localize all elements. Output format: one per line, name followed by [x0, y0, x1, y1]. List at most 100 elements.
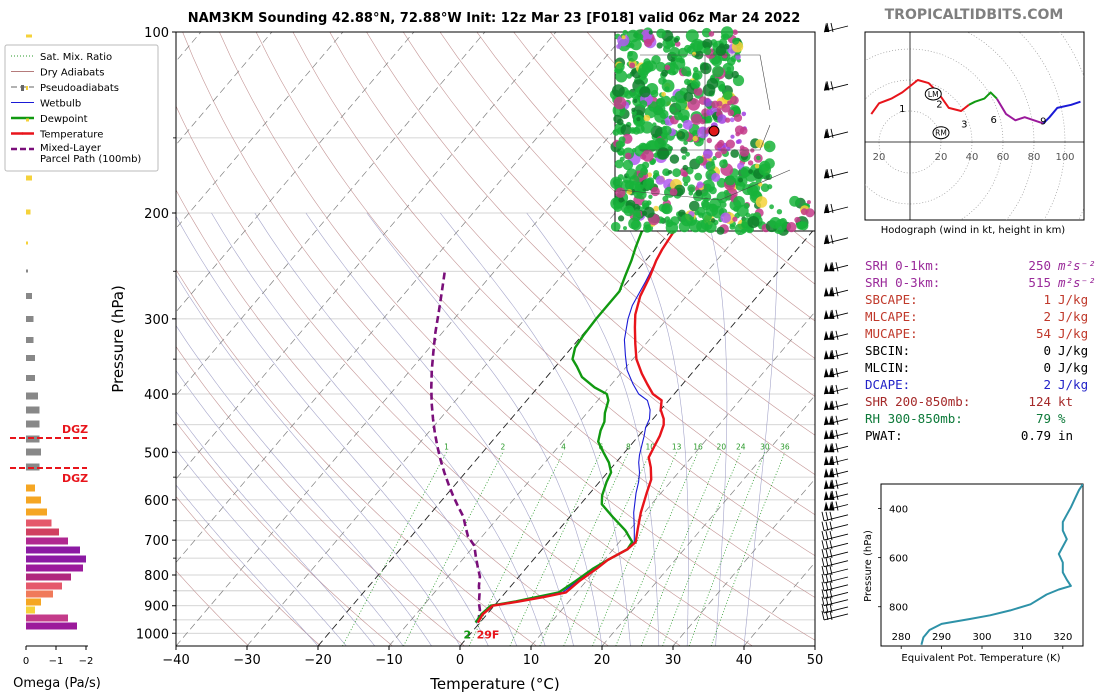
radar-echo [702, 38, 713, 50]
isotherm [176, 32, 699, 646]
barb-feather [829, 511, 833, 521]
mixing-ratio-line [615, 452, 699, 646]
radar-echo [697, 126, 709, 139]
barb-feather [835, 501, 839, 511]
radar-echo [741, 111, 747, 117]
index-value: 2 [1043, 377, 1051, 392]
radar-echo [720, 26, 734, 39]
theta-x-label: Equivalent Pot. Temperature (K) [901, 653, 1060, 664]
moist-adiabat [620, 212, 689, 646]
radar-echo [695, 155, 704, 164]
mixing-ratio-label: 36 [780, 442, 790, 451]
skew-y-label: Pressure (hPa) [109, 285, 127, 393]
mixing-ratio-line [403, 452, 504, 646]
isotherm [672, 478, 815, 646]
barb-flag [824, 456, 829, 465]
radar-echo [747, 216, 760, 228]
dry-adiabat [182, 32, 753, 646]
dry-adiabat [550, 32, 815, 285]
dry-adiabat [439, 32, 815, 397]
barb-flag [824, 287, 829, 297]
radar-echo [672, 168, 681, 178]
radar-echo [756, 155, 761, 161]
omega-bar [26, 337, 34, 343]
radar-echo [691, 113, 703, 125]
radar-echo [805, 208, 815, 218]
radar-echo [701, 199, 709, 208]
omega-bar [26, 392, 38, 400]
radar-echo [708, 31, 715, 37]
barb-feather [829, 565, 833, 576]
barb-flag [824, 169, 829, 179]
barb-feather [830, 234, 834, 244]
barb-flag [824, 350, 829, 360]
moist-adiabat [743, 212, 778, 646]
radar-echo [711, 172, 721, 182]
index-unit: % [1058, 411, 1066, 426]
wind-barb [821, 511, 849, 522]
hodograph-ring-label: 80 [1028, 152, 1041, 163]
radar-echo [735, 139, 741, 144]
omega-bar [26, 555, 86, 563]
radar-echo [798, 225, 804, 231]
index-unit: kt [1058, 394, 1073, 409]
barb-feather [825, 557, 829, 567]
index-unit: J/kg [1058, 309, 1088, 324]
wind-barb [823, 350, 849, 360]
radar-echo [694, 210, 700, 216]
radar-echo [664, 86, 670, 92]
dry-adiabat [176, 346, 465, 646]
radar-echo [730, 149, 739, 158]
index-label: SHR 200-850mb: [865, 394, 970, 409]
moist-adiabat [176, 274, 461, 646]
radar-echo [650, 89, 659, 98]
omega-bar [26, 573, 71, 581]
barb-feather [829, 589, 833, 599]
theta-y-tick-label: 600 [889, 554, 908, 565]
wind-barb [823, 501, 849, 511]
wind-barb [823, 287, 849, 297]
barb-flag [829, 415, 834, 425]
radar-echo [676, 131, 686, 140]
location-marker [708, 125, 720, 137]
radar-echo [769, 204, 774, 210]
radar-echo [720, 147, 728, 155]
index-unit: m²s⁻² [1057, 275, 1096, 290]
wind-barb [823, 330, 849, 341]
barb-feather [821, 557, 825, 567]
barb-feather [835, 479, 839, 489]
omega-bar [26, 606, 35, 614]
radar-echo [727, 109, 735, 117]
barb-feather [829, 610, 833, 620]
index-label: DCAPE: [865, 377, 910, 392]
index-value: 1 [1043, 292, 1051, 307]
barb-flag [829, 429, 834, 439]
index-label: SRH 0-3km: [865, 275, 940, 290]
barb-feather [829, 603, 833, 613]
mixing-ratio-label: 13 [672, 442, 682, 451]
radar-echo [631, 68, 637, 75]
radar-echo [726, 66, 732, 72]
omega-tick-label: −2 [79, 656, 94, 667]
legend-swatch-marker [21, 85, 24, 91]
radar-echo [692, 70, 703, 80]
wind-barb [823, 468, 849, 478]
radar-echo [647, 172, 652, 178]
moist-adiabat [176, 484, 319, 646]
index-label: PWAT: [865, 428, 903, 443]
radar-echo [643, 114, 651, 122]
radar-echo [655, 175, 665, 185]
moist-adiabat [254, 212, 546, 646]
radar-echo [705, 161, 716, 171]
radar-echo [789, 195, 800, 207]
radar-echo [732, 216, 738, 222]
barb-feather [825, 573, 829, 584]
moist-adiabat [706, 212, 728, 646]
index-value: 0 [1043, 343, 1051, 358]
radar-echo [661, 91, 666, 97]
radar-echo [614, 159, 624, 169]
radar-echo [613, 96, 627, 110]
radar-echo [729, 117, 735, 123]
barb-flag [824, 479, 829, 489]
